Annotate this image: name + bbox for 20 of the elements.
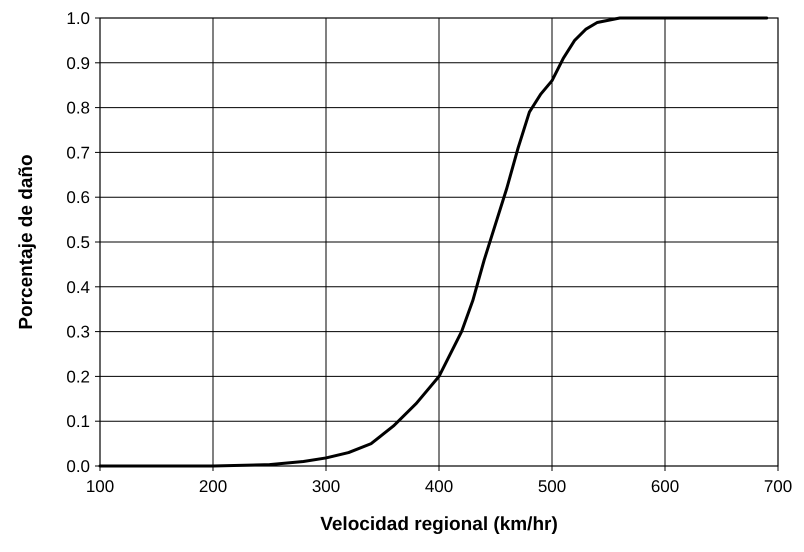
y-tick-label: 0.0 (66, 456, 90, 476)
y-tick-label: 0.2 (66, 367, 90, 386)
y-tick-label: 0.3 (66, 322, 90, 342)
y-tick-label: 0.9 (66, 54, 90, 73)
x-tick-label: 700 (764, 477, 792, 496)
y-tick-label: 0.1 (66, 412, 90, 432)
y-axis-title: Porcentaje de daño (16, 154, 37, 330)
y-tick-label: 0.5 (66, 232, 90, 252)
y-tick-label: 0.6 (66, 188, 90, 208)
y-tick-label: 0.7 (66, 143, 90, 162)
x-tick-label: 500 (538, 477, 566, 496)
x-tick-label: 400 (424, 477, 454, 496)
x-tick-label: 200 (198, 477, 228, 496)
x-tick-label: 600 (650, 477, 680, 496)
y-tick-label: 0.8 (66, 98, 90, 118)
x-tick-label: 300 (312, 477, 340, 496)
y-tick-label: 0.4 (66, 278, 90, 297)
x-axis-title: Velocidad regional (km/hr) (320, 514, 558, 535)
x-tick-label: 100 (86, 477, 114, 496)
y-tick-label: 1.0 (66, 8, 90, 28)
